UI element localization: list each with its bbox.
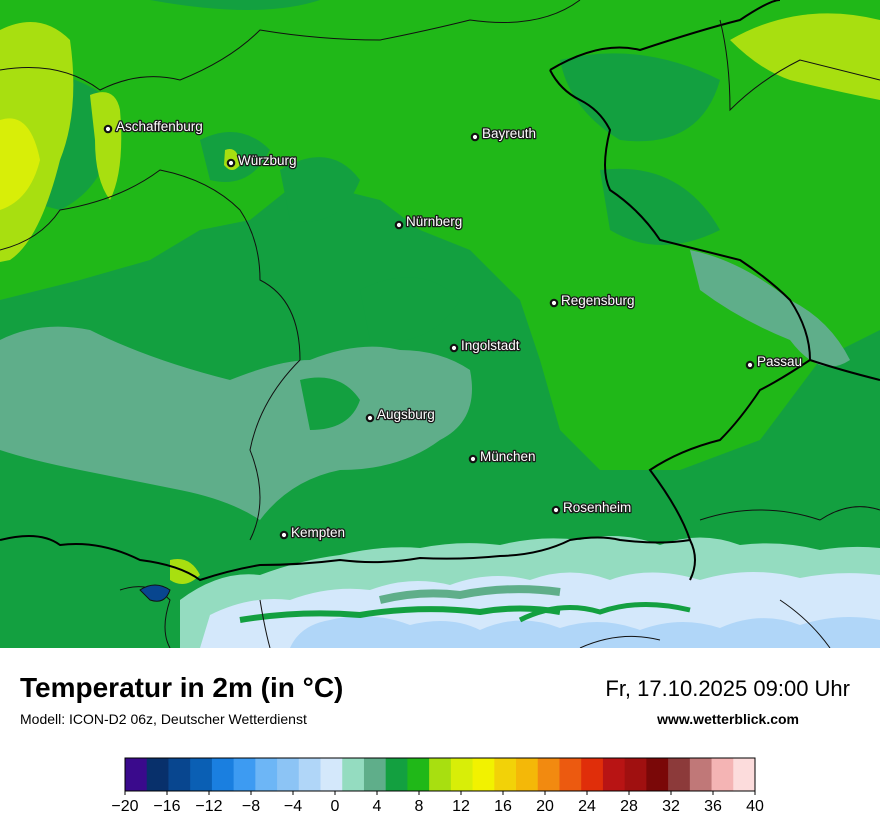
colorbar-segment xyxy=(125,758,148,791)
city-label-bayreuth: Bayreuth xyxy=(482,126,536,141)
city-label-wuerzburg: Würzburg xyxy=(238,153,297,168)
city-label-aschaffenburg: Aschaffenburg xyxy=(116,119,203,134)
city-label-kempten: Kempten xyxy=(291,525,345,540)
website-link[interactable]: www.wetterblick.com xyxy=(657,711,799,727)
colorbar-segment xyxy=(646,758,669,791)
colorbar-segment xyxy=(407,758,430,791)
colorbar-tick-label: 24 xyxy=(578,798,596,815)
colorbar-segment xyxy=(190,758,213,791)
colorbar-segment xyxy=(668,758,691,791)
city-marker-muenchen[interactable]: München xyxy=(468,448,537,465)
city-marker-bayreuth[interactable]: Bayreuth xyxy=(470,125,537,142)
temperature-map: Aschaffenburg Würzburg Bayreuth Nürnberg… xyxy=(0,0,880,648)
colorbar-frame xyxy=(124,757,756,792)
colorbar-segment xyxy=(581,758,604,791)
city-label-rosenheim: Rosenheim xyxy=(563,500,631,515)
city-label-passau: Passau xyxy=(757,354,802,369)
forecast-datetime: Fr, 17.10.2025 09:00 Uhr xyxy=(605,676,850,701)
colorbar-tick-label: 40 xyxy=(746,798,764,815)
city-marker-passau[interactable]: Passau xyxy=(745,353,803,370)
colorbar-segment xyxy=(516,758,539,791)
city-marker-aschaffenburg[interactable]: Aschaffenburg xyxy=(103,118,204,135)
colorbar-segment xyxy=(429,758,452,791)
city-dot xyxy=(279,530,289,540)
colorbar-segment xyxy=(168,758,191,791)
colorbar-segment xyxy=(298,758,322,791)
colorbar-tick-label: −8 xyxy=(242,798,260,815)
city-marker-nuernberg[interactable]: Nürnberg xyxy=(394,213,464,230)
colorbar-segment xyxy=(363,758,387,791)
colorbar-segment xyxy=(602,758,626,791)
colorbar-segment xyxy=(494,758,517,791)
city-marker-ingolstadt[interactable]: Ingolstadt xyxy=(449,337,521,354)
colorbar-tick-label: −16 xyxy=(153,798,180,815)
colorbar-tick-label: 0 xyxy=(331,798,340,815)
colorbar-tick-label: 32 xyxy=(662,798,680,815)
colorbar-tick-label: 4 xyxy=(373,798,382,815)
colorbar-tick-label: 28 xyxy=(620,798,638,815)
colorbar-segment xyxy=(255,758,278,791)
city-dot xyxy=(449,343,459,353)
city-dot xyxy=(394,220,404,230)
model-info: Modell: ICON-D2 06z, Deutscher Wetterdie… xyxy=(20,711,307,727)
colorbar-tick-label: 8 xyxy=(415,798,424,815)
city-label-augsburg: Augsburg xyxy=(377,407,435,422)
city-dot xyxy=(551,505,561,515)
colorbar-segment xyxy=(211,758,235,791)
colorbar-segment xyxy=(320,758,343,791)
colorbar-segment xyxy=(559,758,582,791)
map-title: Temperatur in 2m (in °C) xyxy=(20,672,344,703)
city-dot xyxy=(745,360,755,370)
temperature-colorbar: −20 −16 −12 −8 −4 0 4 8 12 16 20 24 28 32 36 40 xyxy=(111,757,764,815)
colorbar-tick-label: −12 xyxy=(195,798,222,815)
colorbar-segment xyxy=(689,758,713,791)
city-dot xyxy=(365,413,375,423)
colorbar-segment xyxy=(450,758,474,791)
colorbar-segment xyxy=(624,758,647,791)
colorbar-segment xyxy=(277,758,300,791)
colorbar-tick-label: −20 xyxy=(111,798,138,815)
city-marker-regensburg[interactable]: Regensburg xyxy=(549,292,636,309)
colorbar-segment xyxy=(733,758,756,791)
colorbar-segment xyxy=(472,758,495,791)
city-label-ingolstadt: Ingolstadt xyxy=(461,338,520,353)
city-dot xyxy=(549,298,559,308)
city-dot xyxy=(468,454,478,464)
colorbar-tick-label: 20 xyxy=(536,798,554,815)
city-marker-wuerzburg[interactable]: Würzburg xyxy=(226,152,298,169)
city-label-regensburg: Regensburg xyxy=(561,293,635,308)
colorbar-segment xyxy=(233,758,256,791)
colorbar-tick-label: 36 xyxy=(704,798,722,815)
colorbar-tick-label: 16 xyxy=(494,798,512,815)
colorbar-segment xyxy=(385,758,408,791)
colorbar-segment xyxy=(711,758,734,791)
city-dot xyxy=(103,124,113,134)
city-label-muenchen: München xyxy=(480,449,536,464)
colorbar-tick-label: 12 xyxy=(452,798,470,815)
colorbar-segment xyxy=(342,758,365,791)
colorbar-segment xyxy=(146,758,169,791)
city-label-nuernberg: Nürnberg xyxy=(406,214,462,229)
colorbar-tick-label: −4 xyxy=(284,798,302,815)
city-marker-rosenheim[interactable]: Rosenheim xyxy=(551,499,633,516)
city-dot xyxy=(470,132,480,142)
city-dot xyxy=(226,158,236,168)
colorbar-segment xyxy=(537,758,560,791)
city-marker-augsburg[interactable]: Augsburg xyxy=(365,406,436,423)
city-marker-kempten[interactable]: Kempten xyxy=(279,524,346,541)
